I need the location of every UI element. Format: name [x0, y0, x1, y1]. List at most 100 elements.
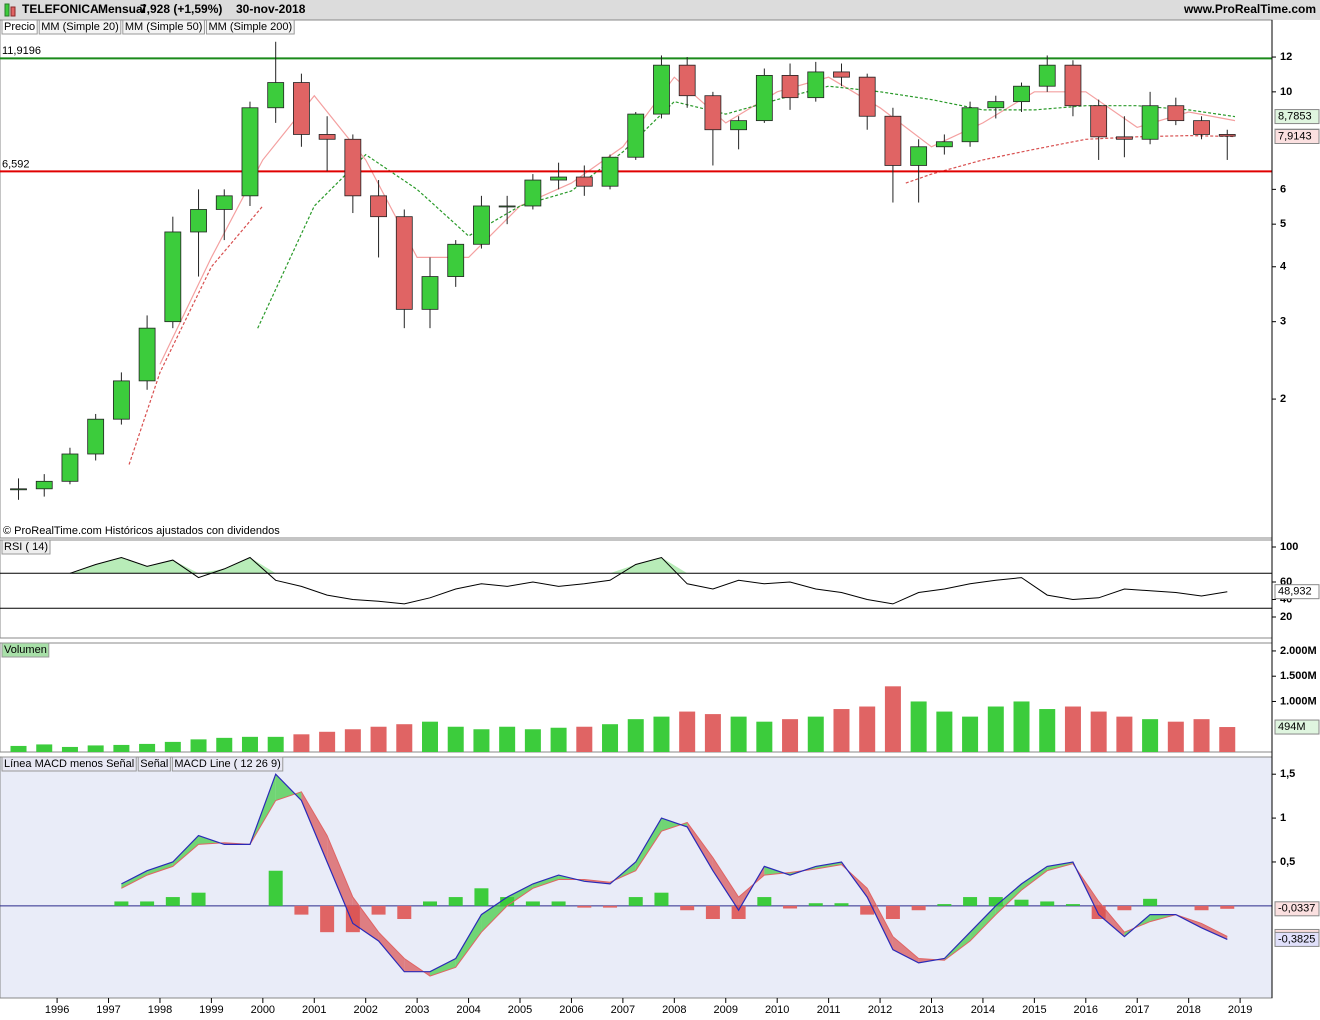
y-tick-label: 0,5 — [1280, 856, 1295, 868]
volume-bar — [756, 721, 773, 752]
value-tag-label: -0,3825 — [1278, 933, 1315, 945]
volume-bar — [241, 736, 258, 752]
histogram-bar — [525, 901, 540, 906]
y-tick-label: 12 — [1280, 51, 1292, 63]
histogram-bar — [731, 905, 746, 920]
value-tag — [1274, 931, 1320, 947]
volume-bar — [730, 716, 747, 752]
level-label: 6,592 — [2, 158, 30, 170]
value-tag — [1274, 129, 1320, 145]
volume-bar — [447, 726, 464, 752]
candle-body — [653, 64, 670, 115]
histogram-bar — [808, 903, 823, 906]
candle-body — [550, 176, 567, 181]
y-tick-label: 5 — [1280, 218, 1286, 230]
candle-body — [61, 453, 79, 482]
date: 30-nov-2018 — [236, 2, 306, 16]
panel — [0, 19, 1273, 539]
y-tick-label: 6 — [1280, 183, 1286, 195]
candle-body — [1013, 85, 1030, 103]
candle-body — [807, 71, 825, 99]
volume-bar — [884, 686, 901, 752]
candle-body — [781, 74, 799, 99]
histogram-bar — [963, 897, 978, 906]
x-tick-label: 2014 — [971, 1004, 995, 1016]
volume-bar — [190, 739, 207, 752]
x-tick-label: 2009 — [714, 1004, 738, 1016]
histogram-bar — [474, 888, 489, 906]
histogram-bar — [860, 905, 875, 915]
volume-bar — [550, 727, 567, 752]
macd-signal-fill — [661, 818, 688, 832]
x-tick-label: 2017 — [1125, 1004, 1149, 1016]
macd-signal-fill — [918, 958, 945, 963]
legend-box — [1, 756, 137, 772]
macd-signal-fill — [430, 958, 456, 977]
volume-bar — [267, 736, 284, 752]
candle-body — [370, 195, 387, 218]
legend-box — [205, 19, 295, 35]
volume-bar — [987, 706, 1004, 752]
volume-bar — [962, 716, 979, 752]
legend-entry: Volumen — [4, 644, 47, 656]
candle-body — [267, 82, 285, 109]
legend-entry: Línea MACD menos Señal — [4, 758, 134, 770]
legend-box — [137, 756, 171, 772]
candle-body — [1193, 120, 1210, 135]
overbought-fill — [69, 557, 1228, 574]
volume-bar — [679, 711, 696, 752]
x-tick-label: 2019 — [1228, 1004, 1252, 1016]
x-tick-label: 2008 — [662, 1004, 686, 1016]
volume-bar — [164, 741, 181, 752]
histogram-bar — [885, 905, 900, 920]
candle-body — [87, 418, 105, 455]
macd-signal-fill — [301, 791, 328, 862]
candle-body — [678, 64, 696, 97]
histogram-bar — [320, 905, 335, 933]
volume-bar — [1167, 721, 1184, 752]
histogram-bar — [834, 903, 849, 906]
panel — [0, 539, 1273, 639]
y-tick-label: 4 — [1280, 261, 1287, 273]
y-tick-label: 1.000M — [1280, 695, 1317, 707]
volume-bar — [859, 706, 876, 752]
x-tick-label: 2006 — [559, 1004, 583, 1016]
macd-signal-fill — [1098, 901, 1125, 937]
candle-body — [1115, 136, 1133, 140]
legend-entry: MM (Simple 50) — [125, 21, 203, 33]
candle-body — [1064, 64, 1082, 107]
volume-bar — [319, 731, 336, 752]
macd-signal-fill — [327, 835, 353, 924]
x-tick-label: 2018 — [1176, 1004, 1200, 1016]
legend-box — [1, 539, 51, 555]
candle-body — [858, 76, 876, 117]
header-bar — [0, 0, 1320, 20]
level-label: 11,9196 — [2, 45, 41, 57]
x-tick-label: 2003 — [405, 1004, 429, 1016]
histogram-bar — [705, 905, 720, 920]
volume-bar — [1064, 706, 1081, 752]
histogram-bar — [1220, 905, 1235, 909]
histogram-bar — [1117, 905, 1132, 911]
candle-body — [10, 488, 27, 491]
histogram-bar — [448, 897, 463, 906]
volume-bar — [833, 709, 850, 752]
macd-signal-fill — [1201, 923, 1228, 940]
volume-bar — [10, 745, 27, 752]
macd-signal-fill — [970, 905, 996, 941]
volume-bar — [1013, 701, 1030, 752]
x-tick-label: 1998 — [148, 1004, 172, 1016]
histogram-bar — [577, 905, 592, 908]
macd-signal-fill — [892, 936, 919, 963]
histogram-bar — [423, 901, 438, 906]
candle-body — [627, 113, 645, 158]
volume-bar — [576, 726, 593, 752]
value-tag-label: 8,7853 — [1278, 110, 1312, 122]
legend-entry: Precio — [4, 21, 35, 33]
y-tick-label: 2 — [1280, 393, 1286, 405]
volume-bar — [1090, 711, 1107, 752]
volume-bar — [61, 746, 78, 752]
candle-body — [215, 195, 233, 210]
value-tag — [1274, 901, 1320, 917]
